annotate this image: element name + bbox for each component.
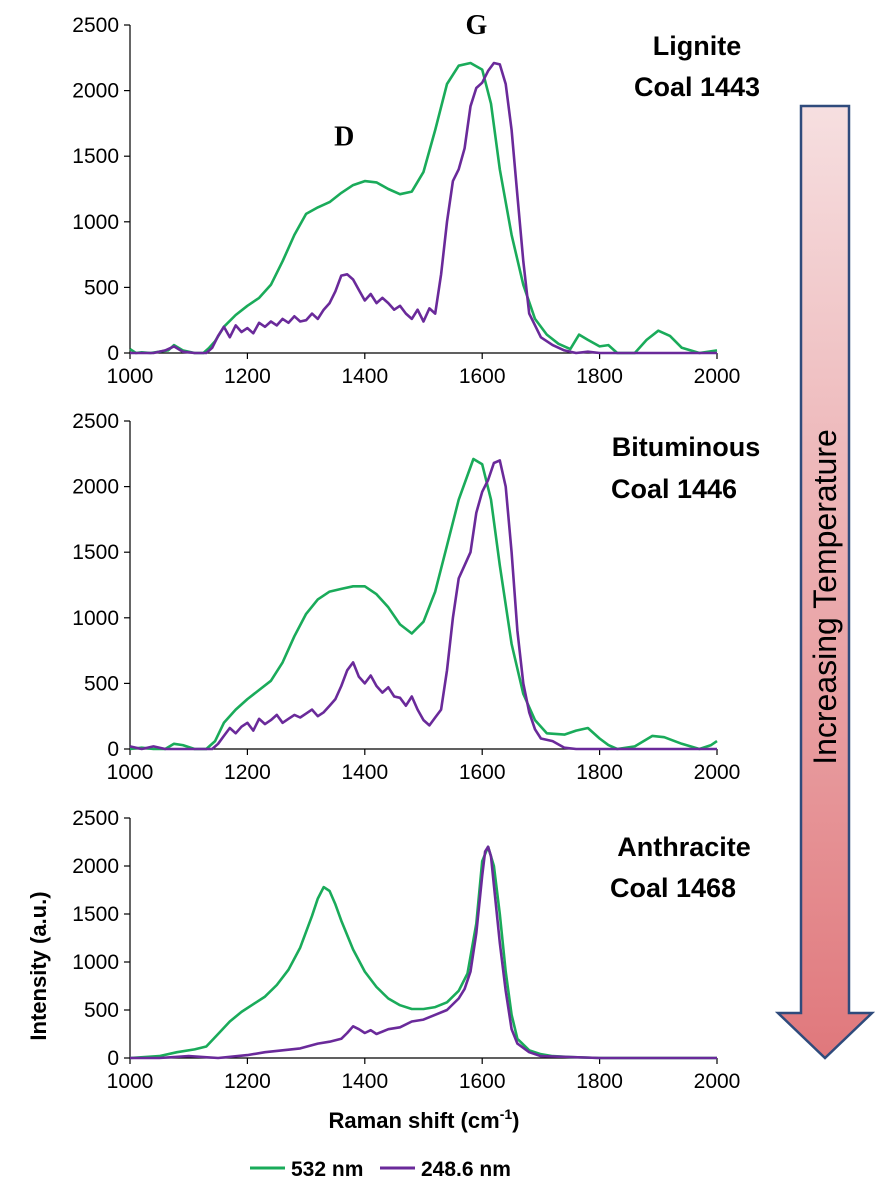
sample-label-line: Coal 1468: [610, 873, 736, 903]
x-tick-label: 1800: [576, 761, 623, 784]
down-arrow-icon: [774, 104, 876, 1060]
legend-label-532nm: 532 nm: [291, 1158, 363, 1181]
sample-label-line: Bituminous: [612, 432, 761, 462]
panel-bituminous: 0 500 1000 1500 2000 2500 1000 1200 1400 1600 1800…: [72, 410, 760, 784]
x-tick-label: 1200: [224, 365, 271, 388]
x-axis-label-close: ): [512, 1108, 519, 1133]
y-tick-label: 1000: [72, 607, 119, 630]
y-tick-label: 2500: [72, 410, 119, 433]
y-tick-label: 0: [107, 342, 119, 365]
series-line-532-nm: [129, 457, 718, 751]
series-line-248-6-nm: [130, 845, 717, 1060]
y-tick-label: 1000: [72, 951, 119, 974]
y-tick-label: 0: [107, 1047, 119, 1070]
y-tick-label: 2000: [72, 476, 119, 499]
x-tick-label: 1200: [224, 761, 271, 784]
x-tick-label: 1600: [459, 365, 506, 388]
x-tick-label: 2000: [694, 365, 741, 388]
peak-label-g: G: [465, 10, 487, 41]
sample-label-line: Lignite: [653, 31, 742, 61]
series-line-248-6-nm: [129, 459, 717, 751]
x-tick-label: 1000: [107, 1070, 154, 1093]
x-tick-label: 1800: [576, 1070, 623, 1093]
sample-label-line: Coal 1443: [634, 72, 760, 102]
y-tick-label: 500: [84, 999, 119, 1022]
increasing-temperature-arrow: Increasing Temperature: [774, 104, 876, 1060]
x-tick-label: 1200: [224, 1070, 271, 1093]
sample-label-line: Anthracite: [617, 832, 751, 862]
x-tick-label: 1000: [107, 365, 154, 388]
x-tick-label: 1000: [107, 761, 154, 784]
panel-anthracite: 0 500 1000 1500 2000 2500 1000 1200 1400 1600 1800…: [72, 807, 750, 1093]
y-tick-label: 1500: [72, 903, 119, 926]
x-axis-label-superscript: -1: [500, 1106, 513, 1122]
legend-label-248nm: 248.6 nm: [421, 1158, 511, 1181]
x-tick-label: 2000: [694, 761, 741, 784]
x-tick-label: 1600: [459, 1070, 506, 1093]
y-axis-label: Intensity (a.u.): [26, 891, 51, 1040]
y-tick-label: 2000: [72, 80, 119, 103]
y-tick-label: 1500: [72, 145, 119, 168]
x-axis-label: Raman shift (cm-1): [329, 1106, 520, 1133]
y-tick-label: 500: [84, 672, 119, 695]
panel-lignite: 0 500 1000 1500 2000 2500 1000 1200 1400 1600 1800…: [72, 10, 760, 388]
x-tick-label: 1400: [341, 365, 388, 388]
y-tick-label: 2000: [72, 855, 119, 878]
x-tick-label: 1400: [341, 1070, 388, 1093]
series-line-532-nm: [129, 61, 718, 355]
y-tick-label: 1000: [72, 211, 119, 234]
x-tick-label: 1600: [459, 761, 506, 784]
series-line-248-6-nm: [130, 61, 717, 355]
y-tick-label: 1500: [72, 541, 119, 564]
y-tick-label: 500: [84, 276, 119, 299]
x-tick-label: 1800: [576, 365, 623, 388]
y-tick-label: 0: [107, 738, 119, 761]
series-line-532-nm: [129, 845, 717, 1060]
sample-label-line: Coal 1446: [611, 474, 737, 504]
x-axis-label-main: Raman shift (cm: [329, 1108, 500, 1133]
x-tick-label: 2000: [694, 1070, 741, 1093]
y-tick-label: 2500: [72, 807, 119, 830]
x-tick-label: 1400: [341, 761, 388, 784]
arrow-label: Increasing Temperature: [807, 429, 843, 765]
peak-label-d: D: [334, 122, 354, 153]
legend: 532 nm 248.6 nm: [250, 1158, 511, 1181]
y-tick-label: 2500: [72, 14, 119, 37]
